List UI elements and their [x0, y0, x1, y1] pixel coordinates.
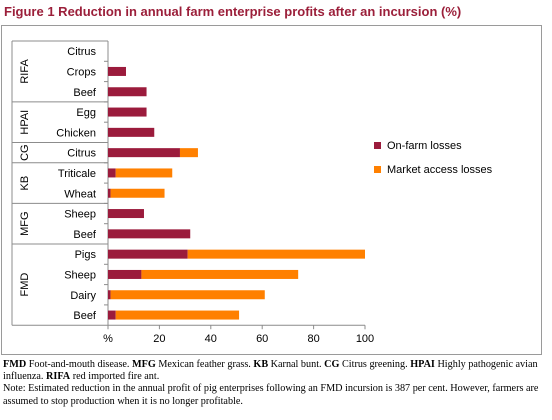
bar-on-farm — [108, 127, 155, 137]
legend-swatch — [374, 166, 381, 173]
bar-on-farm — [108, 66, 126, 76]
bar-on-farm — [108, 229, 191, 239]
category-label: Dairy — [70, 290, 96, 302]
category-label: Wheat — [64, 188, 96, 200]
bar-market-access — [110, 188, 165, 198]
category-label: Pigs — [75, 249, 97, 261]
category-label: Crops — [67, 66, 97, 78]
category-label: Sheep — [64, 209, 96, 221]
x-tick-label: 100 — [356, 333, 374, 345]
bar-on-farm — [108, 188, 111, 198]
category-label: Chicken — [56, 127, 96, 139]
group-label: FMD — [19, 273, 31, 297]
legend-label: On-farm losses — [387, 140, 462, 152]
abbreviations-line: FMD Foot-and-mouth disease. MFG Mexican … — [3, 359, 551, 383]
bar-on-farm — [108, 87, 147, 97]
abbr-term: HPAI — [410, 359, 435, 370]
group-label: MFG — [19, 211, 31, 235]
category-label: Egg — [76, 107, 96, 119]
category-label: Citrus — [67, 46, 96, 58]
bar-market-access — [187, 249, 365, 259]
category-label: Citrus — [67, 148, 96, 160]
category-label: Beef — [73, 229, 97, 241]
bar-market-access — [115, 310, 240, 320]
abbr-text: Mexican feather grass. — [155, 359, 254, 370]
category-label: Beef — [73, 310, 97, 322]
legend-swatch — [374, 142, 381, 149]
bar-chart: RIFA HPAI CG KB MFG FMD Citrus Crops Beef Egg Chic… — [11, 40, 493, 345]
group-label: RIFA — [19, 59, 31, 84]
abbr-term: RIFA — [46, 371, 71, 383]
legend-label: Market access losses — [387, 164, 493, 176]
category-label: Beef — [73, 87, 97, 99]
bar-on-farm — [108, 249, 188, 259]
abbr-text: red imported fire ant. — [70, 371, 160, 383]
bar-on-farm — [108, 209, 144, 219]
x-tick-label: 40 — [205, 333, 217, 345]
bar-on-farm — [108, 107, 147, 117]
figure-title: Figure 1 Reduction in annual farm enterp… — [4, 4, 462, 19]
bar-market-access — [141, 269, 299, 279]
category-label: Triticale — [58, 168, 96, 180]
group-label: CG — [19, 144, 31, 161]
x-tick-label: 20 — [153, 333, 165, 345]
abbr-term: KB — [253, 359, 269, 370]
abbr-text: Citrus greening. — [339, 359, 411, 370]
bar-on-farm — [108, 269, 142, 279]
bar-on-farm — [108, 290, 111, 300]
abbr-text: Karnal bunt. — [268, 359, 325, 370]
note-line: Note: Estimated reduction in the annual … — [3, 383, 539, 407]
abbr-text: Foot-and-mouth disease. — [26, 359, 133, 370]
abbr-term: MFG — [132, 359, 156, 370]
group-label: HPAI — [19, 110, 31, 135]
x-axis-label: % — [103, 333, 113, 345]
bar-market-access — [110, 290, 265, 300]
x-tick-label: 60 — [256, 333, 268, 345]
group-label: KB — [19, 176, 31, 191]
bar-on-farm — [108, 310, 116, 320]
x-tick-label: 80 — [307, 333, 319, 345]
category-label: Sheep — [64, 269, 96, 281]
abbr-text: Highly pathogenic avian influenza. — [3, 359, 538, 383]
chart-frame — [1, 25, 542, 355]
abbr-term: CG — [324, 359, 340, 370]
bar-market-access — [179, 148, 198, 158]
abbr-term: FMD — [3, 359, 27, 370]
figure-caption: FMD Foot-and-mouth disease. MFG Mexican … — [3, 359, 551, 408]
bar-on-farm — [108, 168, 116, 178]
bar-market-access — [115, 168, 173, 178]
bar-on-farm — [108, 148, 180, 158]
